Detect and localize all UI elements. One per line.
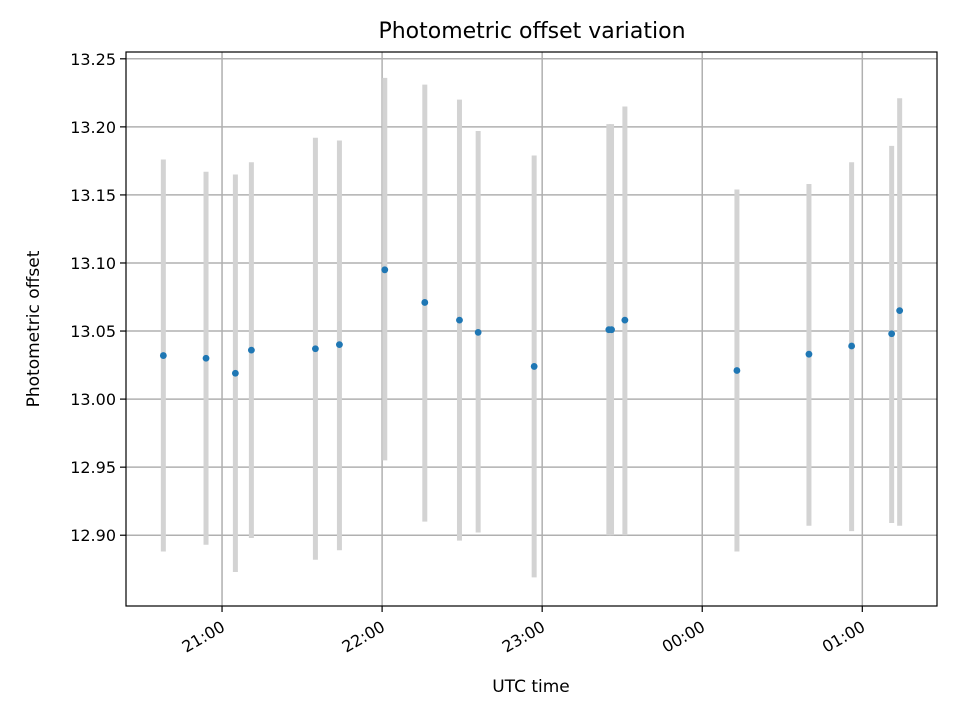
data-point [896, 307, 904, 315]
data-point [336, 341, 343, 349]
data-point [608, 326, 615, 334]
data-point [530, 363, 538, 370]
data-point [621, 316, 629, 324]
data-point [805, 350, 813, 358]
y-tick-label: 13.05 [70, 322, 116, 341]
data-points [159, 266, 904, 377]
plot-frame [125, 51, 938, 607]
y-axis-label: Photometric offset [24, 250, 44, 407]
y-tick-label: 12.95 [70, 458, 116, 477]
y-tick-label: 13.20 [70, 118, 116, 137]
data-point [381, 266, 389, 274]
data-point [456, 316, 463, 324]
data-point [848, 342, 856, 350]
y-tick-label: 13.10 [70, 254, 116, 273]
data-point [202, 354, 210, 362]
data-point [421, 299, 429, 306]
grid-lines [126, 52, 937, 606]
x-axis-label: UTC time [492, 677, 570, 697]
y-axis-ticks: 12.90 12.95 13.00 13.05 13.10 13.15 13.20 13.25 [70, 50, 126, 545]
data-point [312, 345, 319, 353]
y-tick-label: 12.90 [70, 526, 116, 545]
y-tick-label: 13.15 [70, 186, 116, 205]
chart-title: Photometric offset variation [378, 19, 685, 44]
data-point [159, 352, 167, 359]
data-point [733, 367, 741, 374]
data-point [247, 346, 255, 354]
y-tick-label: 13.00 [70, 390, 116, 409]
data-point [888, 330, 896, 338]
data-point [474, 329, 482, 336]
data-point [231, 369, 239, 377]
y-tick-label: 13.25 [70, 50, 116, 69]
